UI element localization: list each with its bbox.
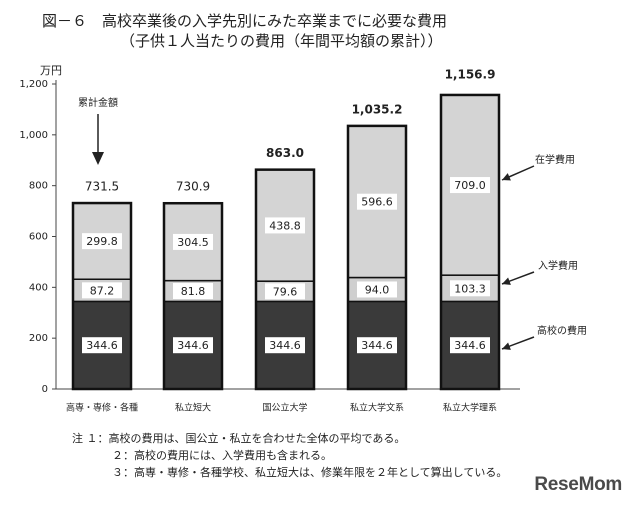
annotation-koko: 高校の費用 bbox=[537, 324, 587, 337]
value-label-box bbox=[173, 283, 213, 300]
total-label: 731.5 bbox=[85, 180, 119, 194]
value-label: 103.3 bbox=[454, 282, 486, 295]
value-label: 344.6 bbox=[269, 339, 301, 352]
bar-outline bbox=[71, 201, 133, 391]
y-tick-label: 400 bbox=[29, 282, 48, 293]
value-label: 344.6 bbox=[86, 339, 118, 352]
total-label: 1,035.2 bbox=[352, 102, 403, 116]
value-label: 438.8 bbox=[269, 219, 301, 232]
value-label-box bbox=[357, 337, 397, 354]
annotation-nyugaku-arrowhead bbox=[502, 277, 511, 285]
annotation-zaigaku-arrowhead bbox=[502, 173, 511, 181]
value-label: 79.6 bbox=[273, 285, 298, 298]
annotation-zaigaku: 在学費用 bbox=[535, 153, 575, 166]
y-tick-label: 0 bbox=[42, 384, 48, 395]
y-unit-label: 万円 bbox=[40, 64, 62, 77]
y-tick-label: 200 bbox=[29, 333, 48, 344]
value-label: 94.0 bbox=[365, 283, 390, 296]
total-label: 863.0 bbox=[266, 146, 304, 160]
category-label: 私立大学文系 bbox=[350, 402, 404, 414]
footnote-3: ３：高専・専修・各種学校、私立短大は、修業年限を２年として算出している。 bbox=[112, 466, 508, 479]
y-tick-label: 1,200 bbox=[19, 79, 48, 90]
value-label: 344.6 bbox=[177, 339, 209, 352]
footnotes: 注 １：高校の費用は、国公立・私立を合わせた全体の平均である。 ２：高校の費用に… bbox=[72, 430, 507, 481]
value-label-box bbox=[173, 337, 213, 354]
footnote-2: ２：高校の費用には、入学費用も含まれる。 bbox=[112, 449, 332, 462]
resemom-logo: ReseMom bbox=[534, 474, 622, 495]
y-tick-label: 800 bbox=[29, 181, 48, 192]
category-label: 私立大学理系 bbox=[443, 402, 497, 414]
annotation-arrowhead bbox=[92, 152, 104, 165]
value-label-box bbox=[357, 281, 397, 298]
value-label: 344.6 bbox=[361, 339, 393, 352]
annotation-nyugaku: 入学費用 bbox=[538, 259, 578, 272]
footnote-1: 注 １：高校の費用は、国公立・私立を合わせた全体の平均である。 bbox=[72, 432, 406, 445]
value-label-box bbox=[82, 282, 122, 299]
y-tick-label: 1,000 bbox=[19, 130, 48, 141]
stacked-bar-chart: 0 200 400 600 800 1,000 1,200 344.6 87.2 299.8 731… bbox=[19, 67, 587, 414]
value-label-box bbox=[265, 337, 305, 354]
category-label: 高専・専修・各種 bbox=[66, 402, 138, 414]
total-label: 730.9 bbox=[176, 180, 210, 194]
value-label-box bbox=[82, 337, 122, 354]
chart-subtitle: （子供１人当たりの費用（年間平均額の累計）） bbox=[120, 32, 443, 50]
value-label: 344.6 bbox=[454, 339, 486, 352]
bar-outline bbox=[439, 93, 501, 391]
value-label-box bbox=[82, 233, 122, 250]
bar-outline bbox=[162, 201, 224, 391]
annotation-koko-arrowhead bbox=[502, 342, 511, 350]
y-tick-label: 600 bbox=[29, 232, 48, 243]
value-label: 87.2 bbox=[90, 284, 115, 297]
value-label-box bbox=[450, 280, 490, 297]
category-label: 国公立大学 bbox=[262, 402, 307, 414]
value-label-box bbox=[450, 337, 490, 354]
annotation-cumulative: 累計金額 bbox=[78, 96, 118, 109]
value-label: 81.8 bbox=[181, 285, 206, 298]
bar-outline bbox=[346, 124, 408, 391]
value-label-box bbox=[173, 233, 213, 250]
value-label: 299.8 bbox=[86, 235, 118, 248]
value-label-box bbox=[265, 217, 305, 234]
bar-outline bbox=[254, 168, 316, 391]
total-label: 1,156.9 bbox=[445, 67, 496, 81]
value-label-box bbox=[265, 283, 305, 300]
value-label: 596.6 bbox=[361, 196, 393, 209]
value-label-box bbox=[357, 193, 397, 210]
value-label-box bbox=[450, 177, 490, 194]
value-label: 304.5 bbox=[177, 236, 209, 249]
value-label: 709.0 bbox=[454, 179, 486, 192]
chart-title: 図－６ 高校卒業後の入学先別にみた卒業までに必要な費用 bbox=[42, 12, 448, 30]
category-label: 私立短大 bbox=[175, 402, 211, 414]
